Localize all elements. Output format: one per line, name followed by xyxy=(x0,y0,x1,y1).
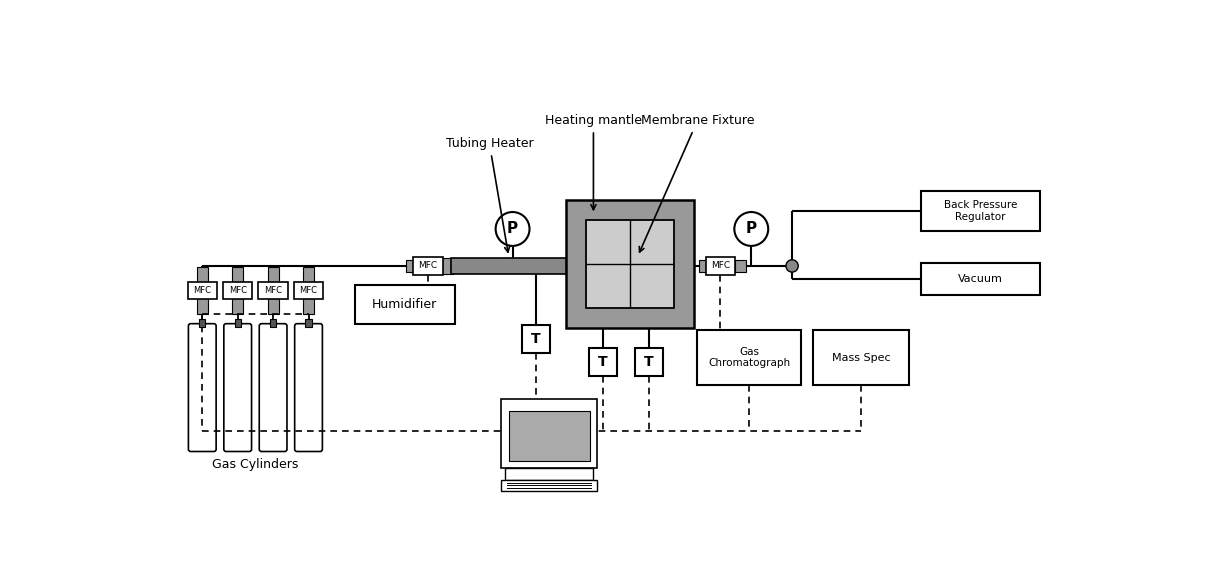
Bar xyxy=(585,220,674,308)
Bar xyxy=(233,268,244,314)
Bar xyxy=(235,319,241,327)
FancyBboxPatch shape xyxy=(188,324,216,451)
Text: MFC: MFC xyxy=(193,286,211,295)
FancyBboxPatch shape xyxy=(224,324,252,451)
Text: MFC: MFC xyxy=(418,261,438,270)
Bar xyxy=(268,268,279,314)
Bar xyxy=(921,263,1040,295)
Text: Membrane Fixture: Membrane Fixture xyxy=(639,115,754,252)
Bar xyxy=(199,319,205,327)
Bar xyxy=(441,258,452,274)
Text: Tubing Heater: Tubing Heater xyxy=(446,137,533,252)
Bar xyxy=(188,282,217,299)
Text: Vacuum: Vacuum xyxy=(957,274,1002,284)
Bar xyxy=(522,325,549,353)
Circle shape xyxy=(785,260,799,272)
Text: T: T xyxy=(644,355,653,369)
Bar xyxy=(451,258,566,274)
Bar xyxy=(303,268,314,314)
Text: P: P xyxy=(745,222,756,236)
Bar xyxy=(413,257,442,275)
Text: Back Pressure
Regulator: Back Pressure Regulator xyxy=(944,201,1017,222)
FancyBboxPatch shape xyxy=(259,324,287,451)
Bar xyxy=(196,268,207,314)
Text: Heating mantle: Heating mantle xyxy=(545,115,642,210)
Text: Gas
Chromatograph: Gas Chromatograph xyxy=(708,347,790,369)
Bar xyxy=(736,260,745,272)
Circle shape xyxy=(496,212,530,246)
Bar xyxy=(566,201,693,328)
Bar xyxy=(705,257,736,275)
Bar xyxy=(501,480,598,491)
Bar xyxy=(501,399,598,468)
Text: T: T xyxy=(598,355,607,369)
Text: T: T xyxy=(531,332,541,346)
Text: Gas Cylinders: Gas Cylinders xyxy=(212,459,298,471)
Bar xyxy=(635,348,663,376)
Text: MFC: MFC xyxy=(229,286,247,295)
Bar xyxy=(505,468,594,480)
Bar xyxy=(697,330,801,386)
Bar xyxy=(699,260,710,272)
Text: MFC: MFC xyxy=(299,286,318,295)
Text: MFC: MFC xyxy=(711,261,730,270)
Text: Mass Spec: Mass Spec xyxy=(831,353,891,362)
Text: P: P xyxy=(507,222,519,236)
Bar xyxy=(442,260,453,272)
Bar xyxy=(258,282,287,299)
Bar xyxy=(406,260,417,272)
Bar xyxy=(293,282,324,299)
Circle shape xyxy=(734,212,768,246)
Bar xyxy=(305,319,311,327)
Bar xyxy=(509,411,589,461)
Text: MFC: MFC xyxy=(264,286,282,295)
Bar xyxy=(270,319,276,327)
Bar xyxy=(223,282,252,299)
Bar xyxy=(589,348,617,376)
Bar xyxy=(921,191,1040,231)
Bar xyxy=(355,285,454,324)
Bar xyxy=(813,330,909,386)
Text: Humidifier: Humidifier xyxy=(372,298,438,311)
FancyBboxPatch shape xyxy=(295,324,322,451)
